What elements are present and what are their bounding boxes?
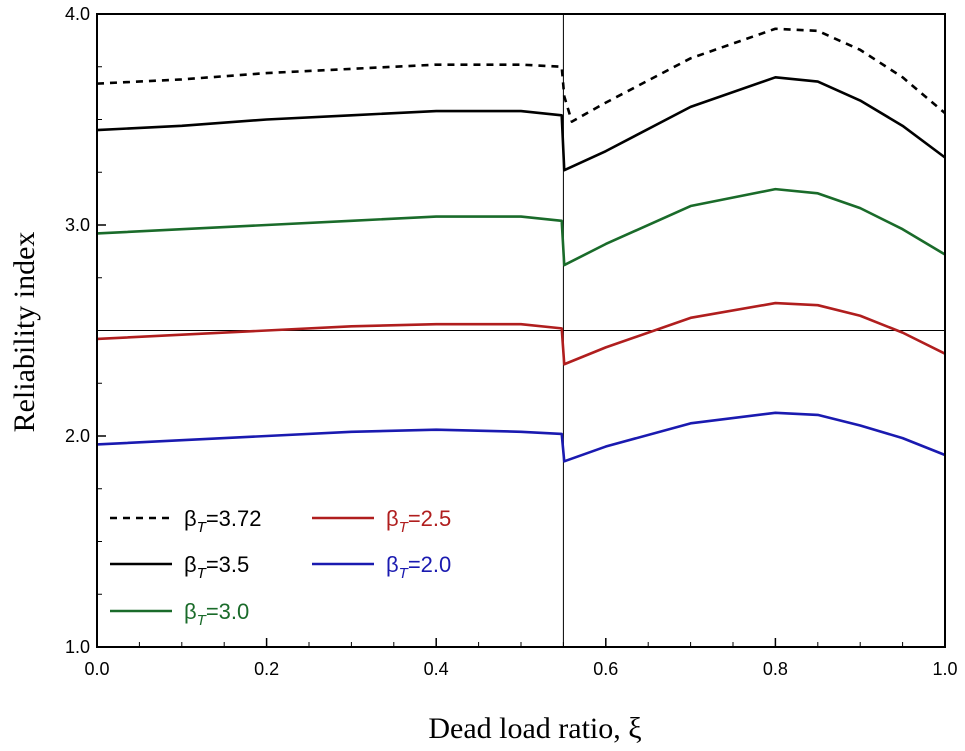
x-tick-label: 0.0 [84, 659, 109, 679]
x-axis-title: Dead load ratio, ξ [428, 712, 641, 745]
x-tick-label: 0.2 [254, 659, 279, 679]
legend-item-2: βT=3.0 [110, 599, 249, 629]
legend-label: βT=3.5 [184, 552, 249, 582]
series-line-0 [96, 27, 946, 123]
y-tick-label: 2.0 [65, 426, 90, 446]
y-axis-title: Reliability index [8, 232, 41, 433]
series-line-2 [96, 187, 946, 267]
series-line-4 [96, 411, 946, 463]
legend-label: βT=3.72 [184, 506, 262, 536]
x-tick-label: 1.0 [932, 659, 957, 679]
x-tick-label: 0.8 [763, 659, 788, 679]
x-tick-label: 0.4 [424, 659, 449, 679]
y-tick-label: 4.0 [65, 4, 90, 24]
legend-label: βT=2.0 [386, 552, 451, 582]
legend-item-1: βT=3.5 [110, 552, 249, 582]
series-line-1 [96, 76, 946, 172]
x-tick-label: 0.6 [593, 659, 618, 679]
series-line-3 [96, 301, 946, 366]
reference-lines [97, 14, 945, 647]
series-group [96, 27, 946, 463]
axis-ticks: 0.0 0.2 0.4 0.6 0.8 1.0 1.0 2.0 3.0 4.0 [65, 4, 958, 679]
legend: βT=3.72 βT=3.5 βT=3.0 βT=2.5 βT=2.0 [110, 506, 451, 629]
y-tick-label: 1.0 [65, 637, 90, 657]
legend-item-0: βT=3.72 [110, 506, 262, 536]
legend-label: βT=2.5 [386, 506, 451, 536]
legend-label: βT=3.0 [184, 599, 249, 629]
y-tick-label: 3.0 [65, 215, 90, 235]
legend-item-4: βT=2.0 [312, 552, 451, 582]
legend-item-3: βT=2.5 [312, 506, 451, 536]
